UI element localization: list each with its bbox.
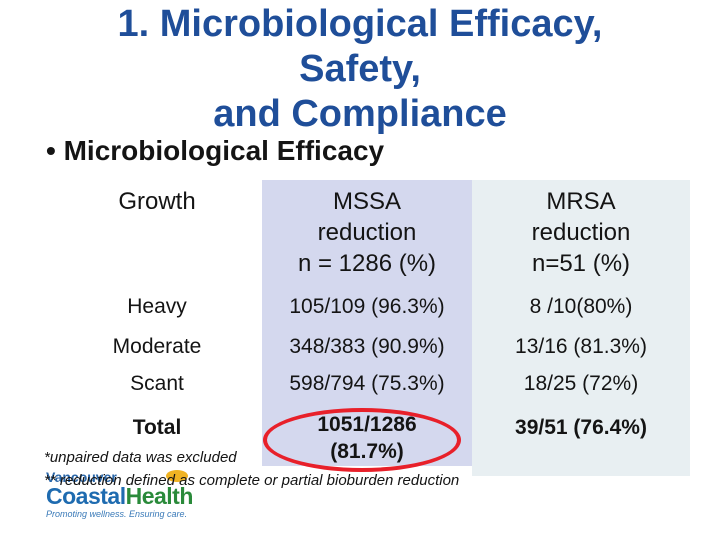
title-line-1: 1. Microbiological Efficacy,	[117, 3, 603, 45]
bullet-text: Microbiological Efficacy	[63, 135, 385, 166]
row-scant-growth: Scant	[130, 372, 184, 395]
row-moderate-mrsa: 13/16 (81.3%)	[515, 335, 647, 358]
leaf-icon	[166, 470, 188, 482]
header-mrsa-line-3: n=51 (%)	[531, 250, 631, 277]
footnote-reduction: ** reduction defined as complete or part…	[44, 472, 460, 489]
logo-top-text: Vancouver	[46, 469, 117, 485]
row-moderate-mssa: 348/383 (90.9%)	[289, 335, 445, 358]
row-total-growth: Total	[132, 416, 182, 439]
row-heavy-mrsa: 8 /10(80%)	[529, 295, 633, 318]
title-line-2: Safety,	[299, 48, 421, 90]
mrsa-column-background	[472, 180, 690, 476]
header-growth: Growth	[118, 188, 196, 215]
header-mssa-line-2: reduction	[317, 219, 417, 246]
header-mrsa: MRSA reduction n=51 (%)	[472, 186, 690, 279]
footnote-unpaired: *unpaired data was excluded	[44, 449, 237, 466]
header-mrsa-line-2: reduction	[531, 219, 631, 246]
highlight-ellipse	[263, 408, 461, 472]
row-heavy-growth: Heavy	[127, 295, 187, 318]
header-mrsa-line-1: MRSA	[546, 188, 616, 215]
header-mssa-line-1: MSSA	[332, 188, 401, 215]
header-mssa-line-3: n = 1286 (%)	[297, 250, 437, 277]
logo-tagline: Promoting wellness. Ensuring care.	[46, 509, 188, 519]
bullet-item: • Microbiological Efficacy	[46, 134, 384, 168]
logo-main-coastal: Coastal	[46, 483, 126, 509]
row-scant-mssa: 598/794 (75.3%)	[289, 372, 445, 395]
slide-title: 1. Microbiological Efficacy, Safety, and…	[40, 2, 680, 137]
logo-main-health: Health	[125, 483, 194, 509]
header-mssa: MSSA reduction n = 1286 (%)	[262, 186, 472, 279]
row-heavy-mssa: 105/109 (96.3%)	[289, 295, 445, 318]
vch-logo: Vancouver CoastalHealth Promoting wellne…	[46, 470, 193, 520]
row-moderate-growth: Moderate	[112, 335, 202, 358]
row-scant-mrsa: 18/25 (72%)	[523, 372, 639, 395]
logo-main-text: CoastalHealth	[46, 484, 193, 508]
title-line-3: and Compliance	[213, 93, 507, 135]
bullet-marker: •	[46, 135, 56, 166]
row-total-mrsa: 39/51 (76.4%)	[515, 416, 647, 439]
